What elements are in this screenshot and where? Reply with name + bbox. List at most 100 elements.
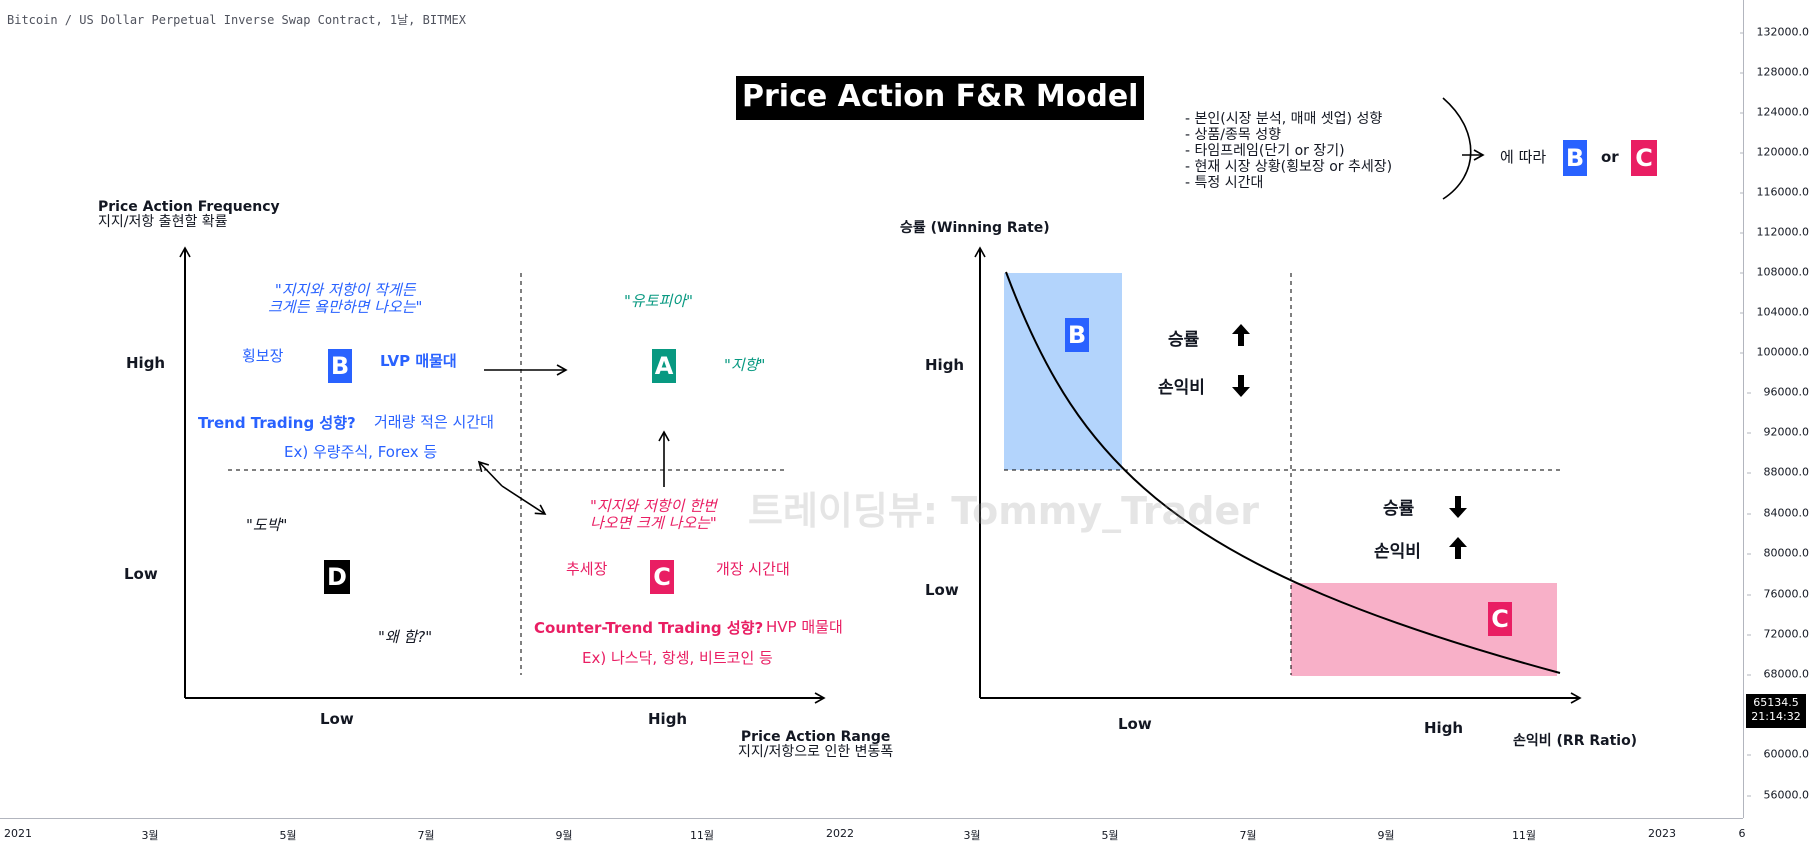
label-low-volume-time: 거래량 적은 시간대 [374, 413, 494, 431]
quote-c-line2: 나오면 크게 나오는" [590, 514, 717, 532]
right-y-high: High [925, 356, 965, 374]
price-tick: 60000.0 [1746, 747, 1809, 761]
quote-a: "유토피아" [624, 292, 693, 310]
price-tick: 56000.0 [1746, 788, 1809, 802]
box-a: A [652, 349, 676, 383]
right-y-title: 승률 (Winning Rate) [900, 220, 1050, 236]
notes-list: - 본인(시장 분석, 매매 셋업) 성향 - 상품/종목 성향 - 타임프레임… [1185, 111, 1392, 191]
notes-box-c: C [1631, 140, 1657, 176]
right-box-b: B [1065, 318, 1089, 352]
time-tick: 2023 [1648, 827, 1676, 840]
left-x-high: High [648, 710, 688, 728]
arrow-down-icon [1232, 375, 1250, 397]
last-price: 65134.5 [1753, 696, 1799, 709]
quote-b-line2: 크게든 욬만하면 나오는" [268, 298, 423, 316]
price-tick: 80000.0 [1746, 546, 1809, 560]
price-tick: 116000.0 [1739, 185, 1809, 199]
zone-b-fill [1004, 273, 1122, 470]
quote-b-line1: "지지와 저항이 작게든 [274, 281, 416, 299]
left-y-title-ko: 지지/저항 출현할 확률 [98, 214, 228, 230]
time-tick: 5월 [279, 829, 297, 842]
left-y-title: Price Action Frequency 지지/저항 출현할 확률 [98, 200, 280, 230]
label-hvp: HVP 매물대 [766, 618, 843, 636]
right-y-low: Low [925, 581, 959, 599]
notes-item: - 타임프레임(단기 or 장기) [1185, 143, 1345, 159]
arrow-up-icon [1449, 537, 1467, 559]
price-tick: 76000.0 [1746, 587, 1809, 601]
right-x-high: High [1424, 719, 1464, 737]
q2-rr-ratio: 손익비 [1374, 542, 1421, 562]
price-tick: 112000.0 [1739, 225, 1809, 239]
label-examples-b: Ex) 우량주식, Forex 등 [284, 443, 438, 461]
price-tick: 124000.0 [1739, 105, 1809, 119]
time-tick: 9월 [555, 829, 573, 842]
symbol-title: Bitcoin / US Dollar Perpetual Inverse Sw… [7, 13, 466, 27]
label-trend-trading: Trend Trading 성향? [198, 414, 356, 432]
quote-a2: "지향" [724, 356, 766, 374]
price-tick: 108000.0 [1739, 265, 1809, 279]
notes-bracket [1442, 97, 1472, 200]
time-tick: 9월 [1377, 829, 1395, 842]
right-x-title: 손익비 (RR Ratio) [1513, 733, 1638, 749]
left-x-title-ko: 지지/저항으로 인한 변동폭 [738, 744, 894, 760]
time-tick: 7월 [1239, 829, 1257, 842]
price-tick: 92000.0 [1746, 425, 1809, 439]
diagram-lines [179, 97, 1582, 704]
box-b: B [328, 349, 352, 383]
time-axis[interactable]: 2021 3월 5월 7월 9월 11월 2022 3월 5월 7월 9월 11… [0, 818, 1746, 849]
notes-box-b: B [1563, 140, 1587, 176]
right-box-c: C [1488, 602, 1512, 636]
price-tick: 96000.0 [1746, 385, 1809, 399]
arrow-to-b [477, 460, 503, 487]
quote-c-line1: "지지와 저항이 한번 [590, 497, 717, 515]
quote-d1: "도박" [246, 516, 288, 534]
price-tick: 68000.0 [1746, 667, 1809, 681]
q2-win-rate: 승률 [1383, 499, 1415, 519]
left-y-high: High [126, 354, 166, 372]
time-tick: 11월 [689, 829, 715, 842]
label-examples-c: Ex) 나스닥, 항셍, 비트코인 등 [582, 649, 773, 667]
label-market-open: 개장 시간대 [716, 560, 790, 578]
watermark: 트레이딩뷰: Tommy_Trader [748, 489, 1260, 533]
notes-or: or [1601, 148, 1619, 166]
q1-rr-ratio: 손익비 [1158, 378, 1205, 398]
time-tick: 2021 [4, 827, 32, 840]
price-tick: 104000.0 [1739, 305, 1809, 319]
left-x-title-en: Price Action Range [740, 729, 891, 745]
quote-b: "지지와 저항이 작게든 크게든 욬만하면 나오는" [268, 282, 422, 316]
price-axis[interactable]: 132000.0 128000.0 124000.0 120000.0 1160… [1739, 0, 1814, 818]
notes-item: - 상품/종목 성향 [1185, 127, 1281, 143]
time-tick: 11월 [1511, 829, 1537, 842]
price-tick: 132000.0 [1739, 25, 1809, 39]
box-c: C [650, 560, 674, 594]
price-tick: 72000.0 [1746, 627, 1809, 641]
time-tick: 2022 [826, 827, 854, 840]
right-x-low: Low [1118, 715, 1152, 733]
arrow-to-c [501, 485, 547, 515]
label-lvp: LVP 매물대 [380, 352, 457, 370]
price-tick: 128000.0 [1739, 65, 1809, 79]
notes-according: 에 따라 [1500, 148, 1547, 166]
left-y-low: Low [124, 565, 158, 583]
price-tick: 120000.0 [1739, 145, 1809, 159]
q1-win-rate: 승률 [1168, 330, 1200, 350]
arrow-down-icon [1449, 496, 1467, 518]
price-tick: 88000.0 [1746, 465, 1809, 479]
time-tick: 3월 [963, 829, 981, 842]
last-price-label: 65134.5 21:14:32 [1746, 694, 1806, 728]
bar-countdown: 21:14:32 [1751, 710, 1801, 723]
left-x-title: Price Action Range 지지/저항으로 인한 변동폭 [738, 730, 893, 760]
label-sideways: 횡보장 [242, 347, 284, 365]
time-tick: 3월 [141, 829, 159, 842]
label-trending: 추세장 [566, 560, 608, 578]
left-x-low: Low [320, 710, 354, 728]
time-tick: 5월 [1101, 829, 1119, 842]
price-tick: 84000.0 [1746, 506, 1809, 520]
winrate-rr-curve [1005, 271, 1561, 674]
diagram-title: Price Action F&R Model [736, 76, 1145, 120]
notes-item: - 특정 시간대 [1185, 175, 1264, 191]
quote-c: "지지와 저항이 한번 나오면 크게 나오는" [590, 498, 717, 532]
time-tick: 6 [1738, 827, 1746, 840]
left-y-title-en: Price Action Frequency [98, 199, 280, 215]
box-d: D [324, 560, 350, 594]
